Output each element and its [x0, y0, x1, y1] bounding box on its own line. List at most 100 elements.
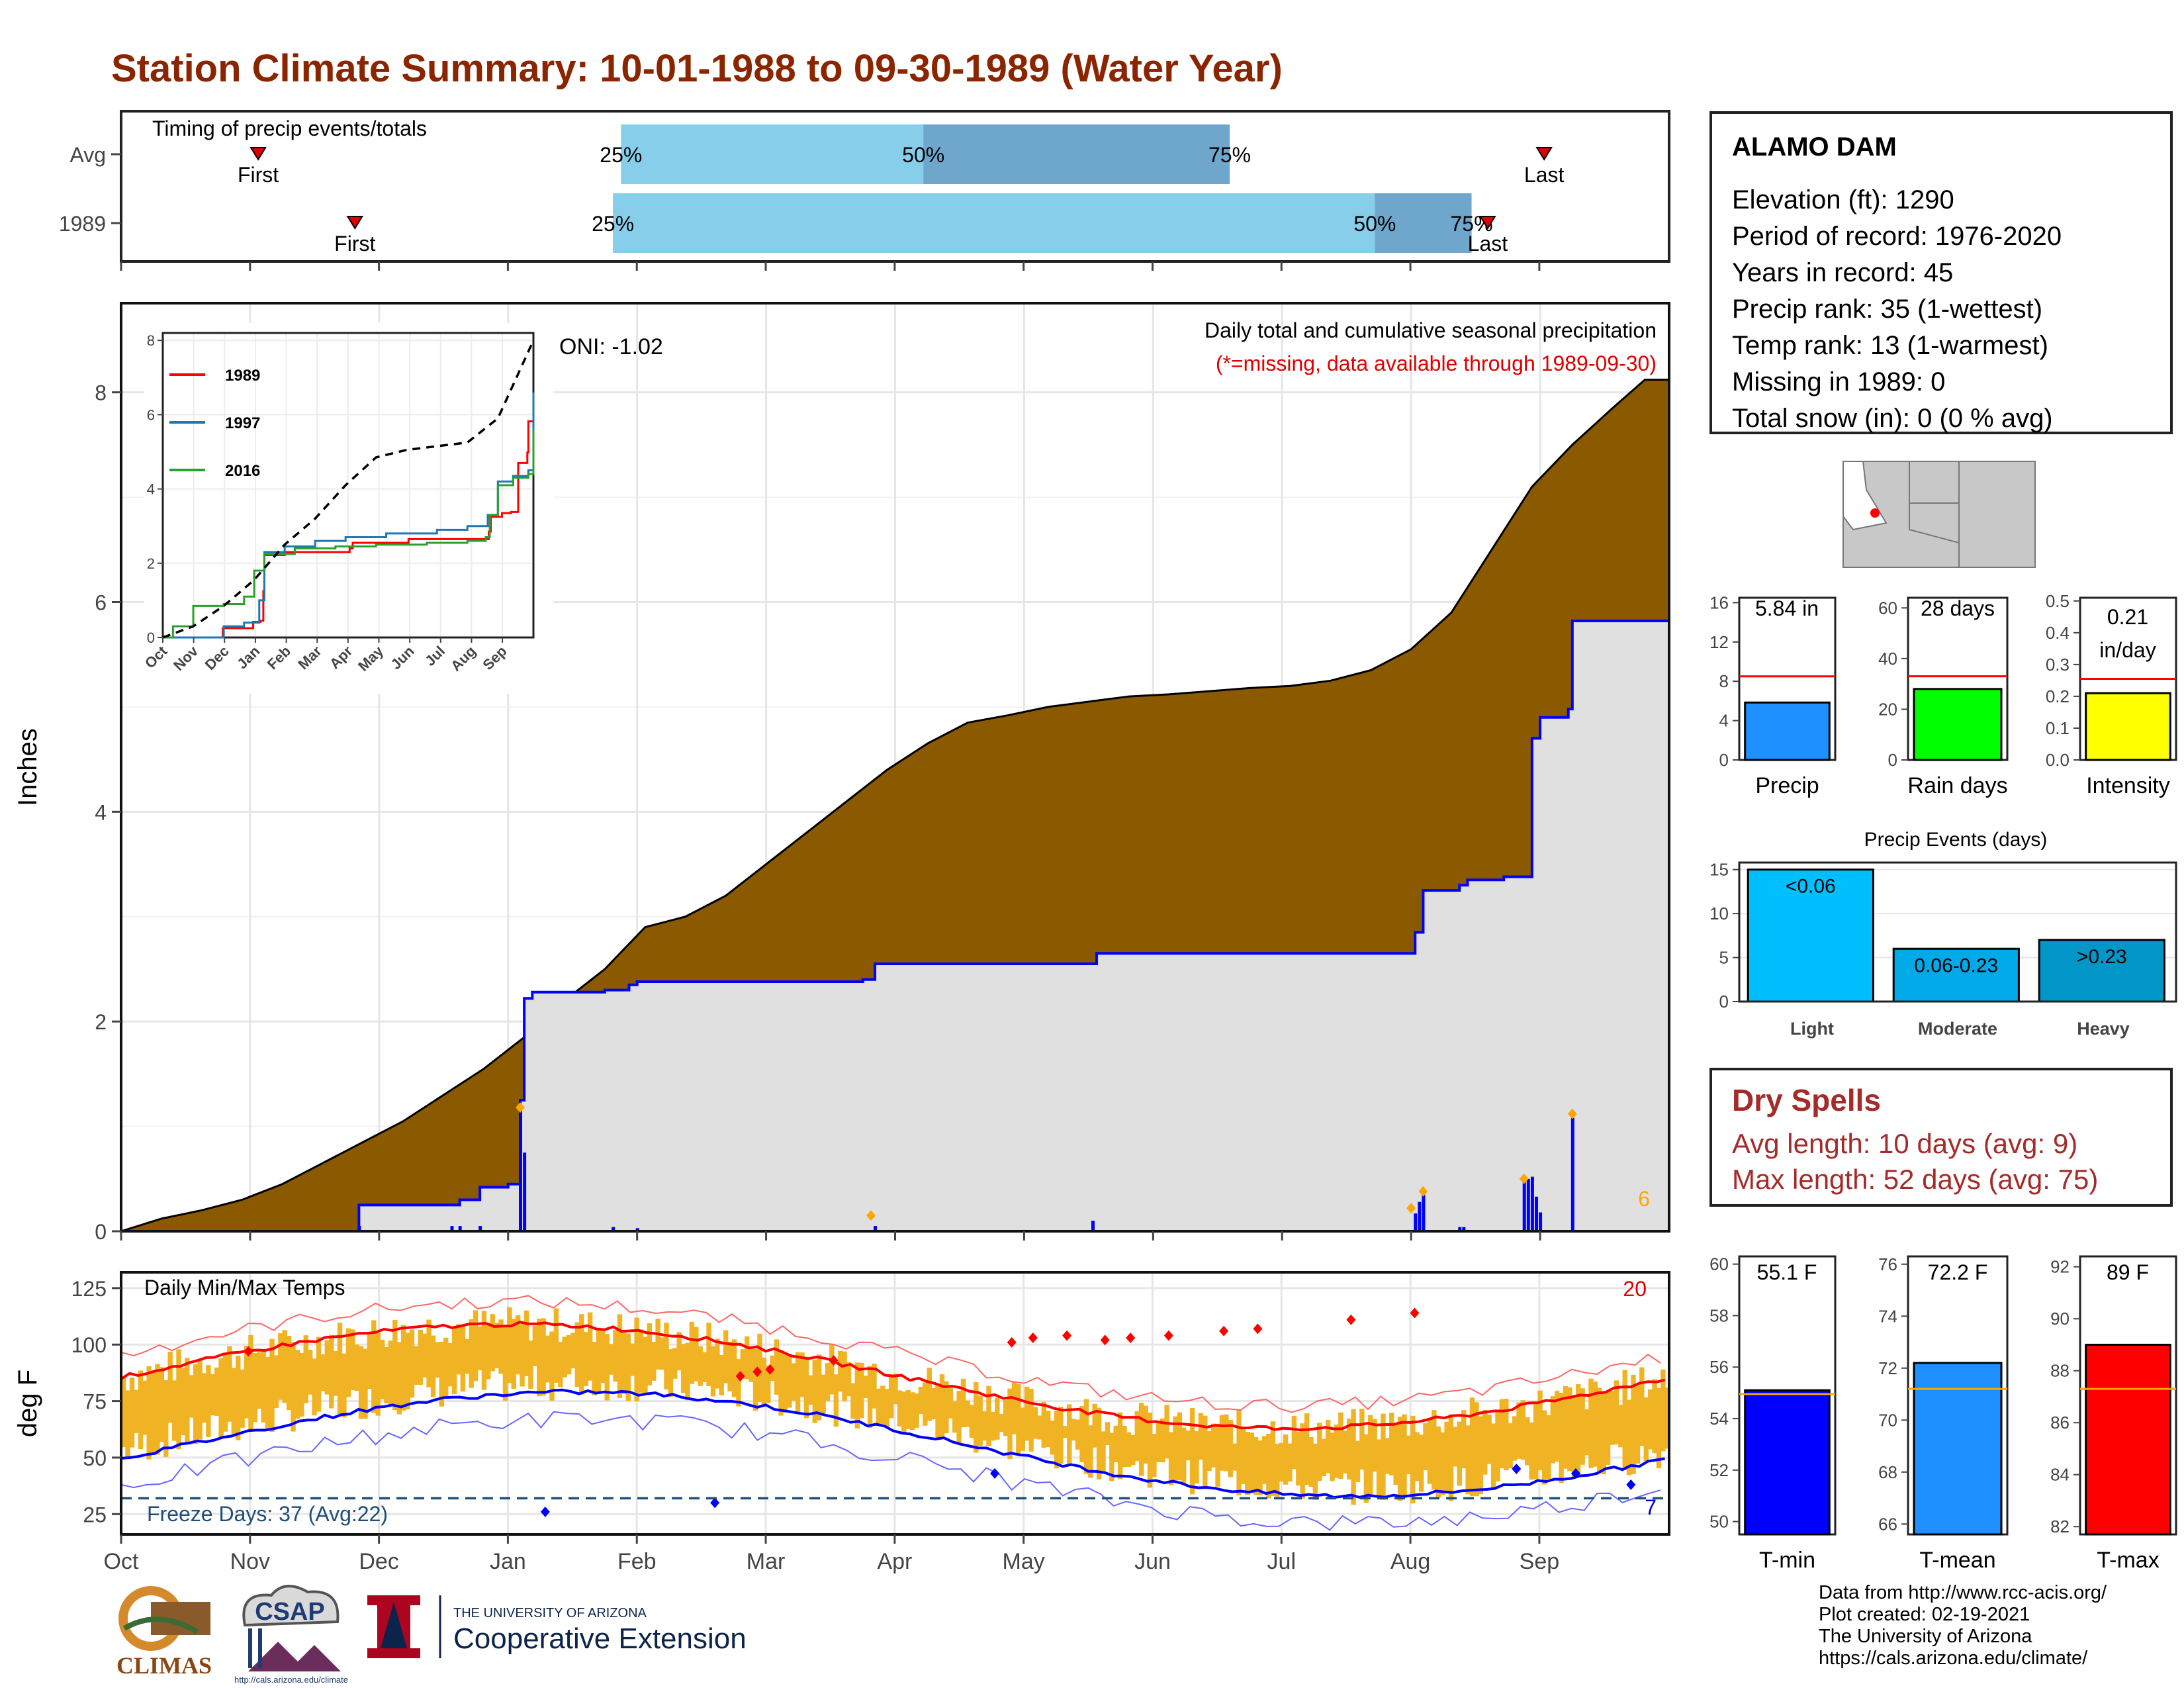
- daily-temp-range-bar: [570, 1333, 576, 1369]
- daily-temp-range-bar: [791, 1363, 796, 1401]
- daily-temp-range-bar: [1444, 1421, 1449, 1492]
- daily-temp-range-bar: [927, 1368, 932, 1421]
- inset-ytick-label: 2: [147, 555, 155, 572]
- daily-temp-range-bar: [1279, 1442, 1284, 1482]
- daily-temp-range-bar: [1194, 1431, 1199, 1484]
- events-ytick-label: 15: [1709, 860, 1729, 880]
- daily-temp-range-bar: [778, 1350, 784, 1416]
- daily-temp-range-bar: [1584, 1409, 1590, 1456]
- daily-precip-bar: [357, 1226, 361, 1231]
- record-high-marker: [1007, 1336, 1017, 1348]
- station-line: Missing in 1989: 0: [1732, 367, 1946, 397]
- daily-temp-range-bar: [167, 1351, 173, 1423]
- daily-temp-range-bar: [138, 1370, 144, 1450]
- record-low-line: [120, 1411, 1661, 1531]
- tmin-panel-ytick-label: 56: [1709, 1357, 1729, 1377]
- dry-spells-heading: Dry Spells: [1732, 1083, 1881, 1117]
- daily-temp-range-bar: [193, 1364, 199, 1444]
- credit-line: Plot created: 02-19-2021: [1819, 1604, 2030, 1625]
- daily-temp-range-bar: [1228, 1420, 1233, 1477]
- daily-temp-range-bar: [345, 1328, 351, 1397]
- daily-temp-range-bar: [1109, 1432, 1115, 1481]
- daily-temp-range-bar: [1605, 1391, 1611, 1465]
- daily-temp-range-bar: [566, 1335, 572, 1375]
- daily-temp-range-bar: [236, 1356, 241, 1440]
- daily-temp-range-bar: [1210, 1423, 1216, 1468]
- daily-temp-range-bar: [939, 1374, 945, 1439]
- daily-temp-range-bar: [197, 1360, 203, 1440]
- tmean-panel-label: T-mean: [1919, 1548, 1995, 1573]
- daily-temp-range-bar: [523, 1310, 529, 1376]
- credit-line: Data from http://www.rcc-acis.org/: [1819, 1582, 2107, 1603]
- tmax-panel-ytick-label: 84: [2050, 1465, 2070, 1485]
- daily-temp-range-bar: [447, 1342, 453, 1387]
- daily-precip-bar: [1530, 1176, 1534, 1231]
- daily-temp-range-bar: [689, 1321, 695, 1384]
- tmin-panel-bar: [1744, 1389, 1831, 1536]
- daily-temp-range-bar: [1105, 1422, 1111, 1446]
- daily-temp-range-bar: [1016, 1384, 1021, 1456]
- map-state-borders: [1909, 461, 1960, 567]
- daily-temp-range-bar: [710, 1346, 716, 1397]
- daily-temp-range-bar: [1134, 1411, 1140, 1462]
- daily-temp-range-bar: [1083, 1399, 1089, 1474]
- dry-spells-max: Max length: 52 days (avg: 75): [1732, 1164, 2099, 1195]
- daily-temp-range-bar: [1661, 1369, 1666, 1452]
- daily-temp-range-bar: [625, 1333, 631, 1401]
- daily-temp-range-bar: [435, 1342, 440, 1378]
- daily-temp-range-bar: [1592, 1381, 1598, 1467]
- daily-temp-range-bar: [1597, 1387, 1602, 1472]
- year-cumulative-area: [121, 621, 1669, 1231]
- precip-corner-count: 6: [1638, 1187, 1650, 1211]
- daily-temp-range-bar: [257, 1352, 262, 1409]
- daily-temp-range-bar: [418, 1329, 423, 1385]
- daily-temp-range-bar: [854, 1362, 860, 1429]
- daily-temp-range-bar: [1457, 1421, 1462, 1486]
- tmean-panel-bar: [1913, 1362, 2003, 1536]
- climas-logo: CLIMAS: [116, 1586, 212, 1679]
- daily-temp-range-bar: [502, 1326, 508, 1401]
- daily-temp-range-bar: [1656, 1387, 1662, 1469]
- daily-temp-range-bar: [1261, 1436, 1267, 1484]
- inset-avg-line: [162, 340, 535, 639]
- record-high-marker: [244, 1346, 253, 1357]
- daily-temp-range-bar: [672, 1348, 678, 1379]
- daily-temp-range-bar: [579, 1314, 584, 1395]
- timing-first-marker: [346, 216, 364, 230]
- tmin-value: 55.1 F: [1757, 1260, 1817, 1284]
- temp-month-label: Nov: [230, 1549, 270, 1574]
- daily-temp-range-bar: [1418, 1434, 1424, 1492]
- daily-temp-range-bar: [1215, 1423, 1220, 1487]
- temp-month-label: Feb: [617, 1549, 657, 1574]
- timing-bar-q25-q50: [613, 193, 1375, 253]
- daily-temp-range-bar: [396, 1342, 402, 1415]
- events-bar-label: <0.06: [1786, 876, 1836, 898]
- daily-temp-range-bar: [1529, 1422, 1534, 1480]
- daily-temp-range-bar: [990, 1411, 996, 1441]
- daily-temp-range-bar: [1283, 1434, 1289, 1485]
- tmax-panel-bar: [2085, 1343, 2171, 1536]
- daily-temp-range-bar: [931, 1387, 936, 1420]
- daily-temp-range-bar: [1075, 1419, 1081, 1450]
- daily-temp-range-bar: [541, 1318, 546, 1396]
- temp-ytick-label: 100: [71, 1333, 107, 1357]
- rain-days-value: 28 days: [1921, 596, 1995, 620]
- rain-days-panel-bar: [1913, 688, 2003, 761]
- daily-temp-range-bar: [125, 1390, 130, 1458]
- daily-temp-range-bar: [723, 1330, 729, 1383]
- daily-temp-range-bar: [833, 1374, 839, 1427]
- tmean-panel-ytick-label: 76: [1878, 1254, 1897, 1274]
- station-line: Temp rank: 13 (1-warmest): [1732, 331, 2048, 360]
- daily-temp-range-bar: [316, 1336, 322, 1412]
- daily-temp-range-bar: [146, 1366, 152, 1460]
- daily-temp-range-bar: [1062, 1426, 1068, 1438]
- daily-temp-range-bar: [685, 1342, 690, 1401]
- timing-bar-q50-q75: [923, 124, 1230, 184]
- daily-temp-range-bar: [384, 1346, 389, 1404]
- daily-temp-range-bar: [456, 1324, 461, 1375]
- daily-temp-range-bar: [1138, 1403, 1144, 1476]
- tmin-panel-label: T-min: [1759, 1548, 1815, 1573]
- daily-temp-range-bar: [469, 1319, 474, 1388]
- timing-first-label: First: [334, 232, 375, 256]
